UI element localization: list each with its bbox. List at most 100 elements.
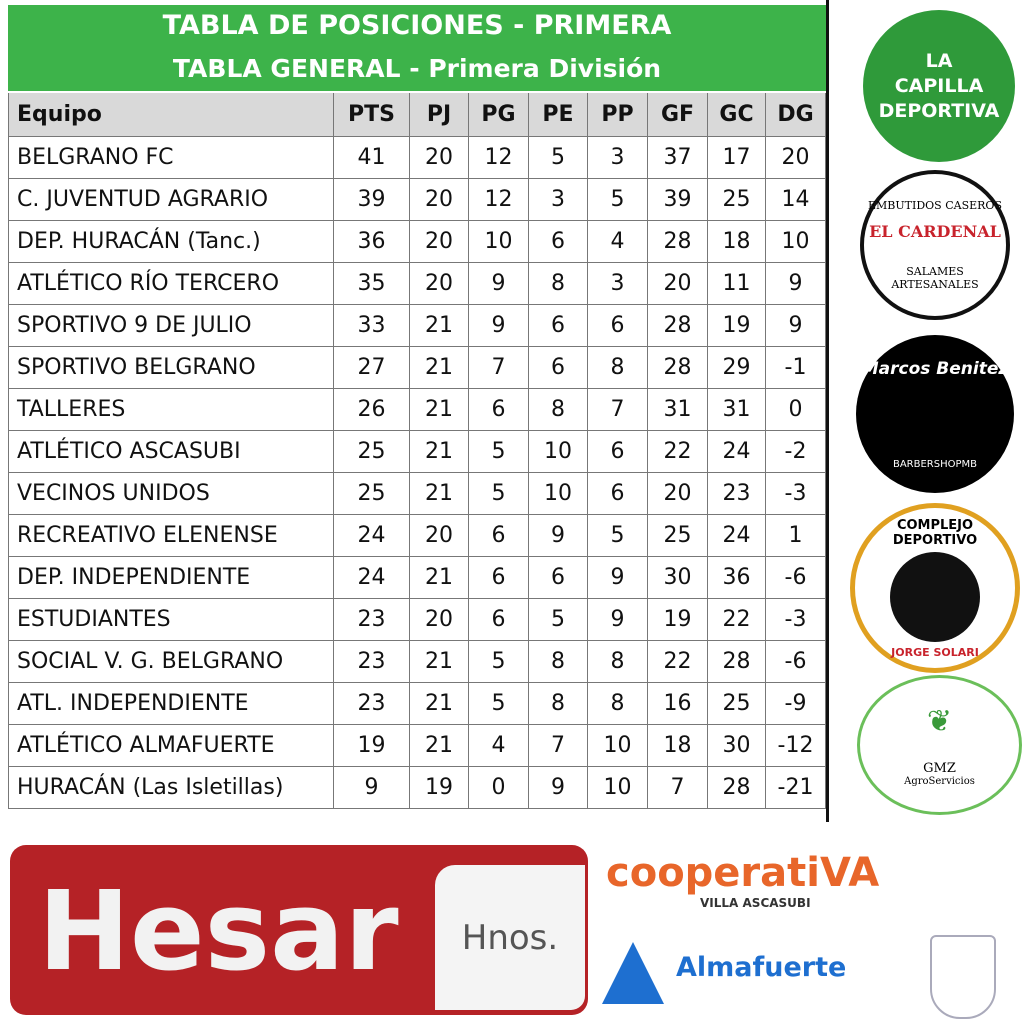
stat-cell: 36: [334, 221, 410, 263]
stat-cell: 20: [410, 515, 469, 557]
stat-cell: 19: [334, 725, 410, 767]
stat-cell: 5: [529, 137, 588, 179]
stat-cell: 25: [334, 473, 410, 515]
stat-cell: 23: [334, 683, 410, 725]
column-header: DG: [766, 93, 826, 137]
stat-cell: 20: [648, 263, 708, 305]
stat-cell: 8: [588, 641, 648, 683]
logo-text: AgroServicios: [904, 775, 975, 787]
stat-cell: 27: [334, 347, 410, 389]
logo-text: EMBUTIDOS CASEROS: [868, 199, 1002, 212]
stat-cell: 14: [766, 179, 826, 221]
stat-cell: 20: [410, 137, 469, 179]
team-name: ATLÉTICO ASCASUBI: [8, 431, 334, 473]
team-name: ATLÉTICO ALMAFUERTE: [8, 725, 334, 767]
column-header: GF: [648, 93, 708, 137]
logo-barbershop: Marcos Benitez BARBERSHOPMB: [856, 335, 1014, 493]
stat-cell: -6: [766, 641, 826, 683]
stat-cell: 25: [708, 179, 766, 221]
logo-almafuerte-icon: [602, 942, 664, 1004]
stat-cell: 6: [529, 305, 588, 347]
logo-text: DEPORTIVA: [878, 99, 1000, 122]
banner-text: Hnos.: [461, 917, 559, 958]
stat-cell: 19: [410, 767, 469, 809]
stat-cell: 20: [410, 179, 469, 221]
stat-cell: 10: [588, 767, 648, 809]
column-header: PTS: [334, 93, 410, 137]
stat-cell: 37: [648, 137, 708, 179]
stat-cell: 18: [708, 221, 766, 263]
crest: [930, 935, 996, 1019]
logo-text: CAPILLA: [894, 74, 984, 97]
stat-cell: 6: [469, 515, 529, 557]
stat-cell: 9: [529, 767, 588, 809]
stat-cell: 10: [766, 221, 826, 263]
logo-text: SALAMES ARTESANALES: [891, 265, 979, 291]
logo-text: Marcos Benitez: [861, 358, 1009, 379]
stat-cell: 5: [588, 179, 648, 221]
stat-cell: 9: [766, 305, 826, 347]
stat-cell: 20: [648, 473, 708, 515]
stat-cell: 21: [410, 683, 469, 725]
stat-cell: 4: [469, 725, 529, 767]
stat-cell: 8: [588, 347, 648, 389]
stat-cell: -3: [766, 473, 826, 515]
stat-cell: 28: [648, 347, 708, 389]
stat-cell: 5: [529, 599, 588, 641]
stat-cell: 9: [766, 263, 826, 305]
stat-cell: 5: [469, 431, 529, 473]
team-name: RECREATIVO ELENENSE: [8, 515, 334, 557]
stat-cell: 23: [334, 641, 410, 683]
stat-cell: 9: [469, 263, 529, 305]
stat-cell: 20: [410, 263, 469, 305]
stat-cell: 10: [529, 431, 588, 473]
stat-cell: -9: [766, 683, 826, 725]
stat-cell: 6: [529, 347, 588, 389]
stat-cell: 21: [410, 389, 469, 431]
stat-cell: 9: [334, 767, 410, 809]
stat-cell: 25: [648, 515, 708, 557]
team-name: BELGRANO FC: [8, 137, 334, 179]
logo-el-cardenal: EMBUTIDOS CASEROS EL CARDENAL SALAMES AR…: [860, 170, 1010, 320]
team-name: TALLERES: [8, 389, 334, 431]
team-name: ATLÉTICO RÍO TERCERO: [8, 263, 334, 305]
logo-text: BARBERSHOPMB: [892, 458, 978, 470]
stat-cell: 24: [334, 557, 410, 599]
stat-cell: 8: [529, 263, 588, 305]
stat-cell: -6: [766, 557, 826, 599]
stat-cell: 5: [469, 683, 529, 725]
team-name: DEP. INDEPENDIENTE: [8, 557, 334, 599]
logo-cooperativa-sub: VILLA ASCASUBI: [700, 896, 811, 910]
team-name: VECINOS UNIDOS: [8, 473, 334, 515]
team-name: ESTUDIANTES: [8, 599, 334, 641]
stat-cell: 24: [334, 515, 410, 557]
logo-la-capilla: LA CAPILLA DEPORTIVA: [863, 10, 1015, 162]
stat-cell: 10: [588, 725, 648, 767]
logo-text: GMZ: [923, 760, 956, 776]
stat-cell: 21: [410, 431, 469, 473]
stat-cell: 41: [334, 137, 410, 179]
stat-cell: 3: [588, 263, 648, 305]
stat-cell: 6: [588, 431, 648, 473]
stat-cell: 16: [648, 683, 708, 725]
stat-cell: 28: [708, 767, 766, 809]
team-name: C. JUVENTUD AGRARIO: [8, 179, 334, 221]
stat-cell: 11: [708, 263, 766, 305]
stat-cell: 22: [648, 431, 708, 473]
stat-cell: 24: [708, 431, 766, 473]
logo-cooperativa: cooperatiVA: [606, 850, 879, 896]
stat-cell: 6: [529, 557, 588, 599]
stat-cell: 35: [334, 263, 410, 305]
stat-cell: 33: [334, 305, 410, 347]
table-edge: [826, 0, 829, 822]
logo-text: VILLA ASCASUBI: [700, 896, 811, 910]
stat-cell: 28: [648, 305, 708, 347]
stat-cell: 31: [648, 389, 708, 431]
stat-cell: 7: [529, 725, 588, 767]
stat-cell: 9: [588, 599, 648, 641]
stat-cell: 4: [588, 221, 648, 263]
stat-cell: 21: [410, 557, 469, 599]
stat-cell: 9: [588, 557, 648, 599]
stat-cell: 7: [469, 347, 529, 389]
